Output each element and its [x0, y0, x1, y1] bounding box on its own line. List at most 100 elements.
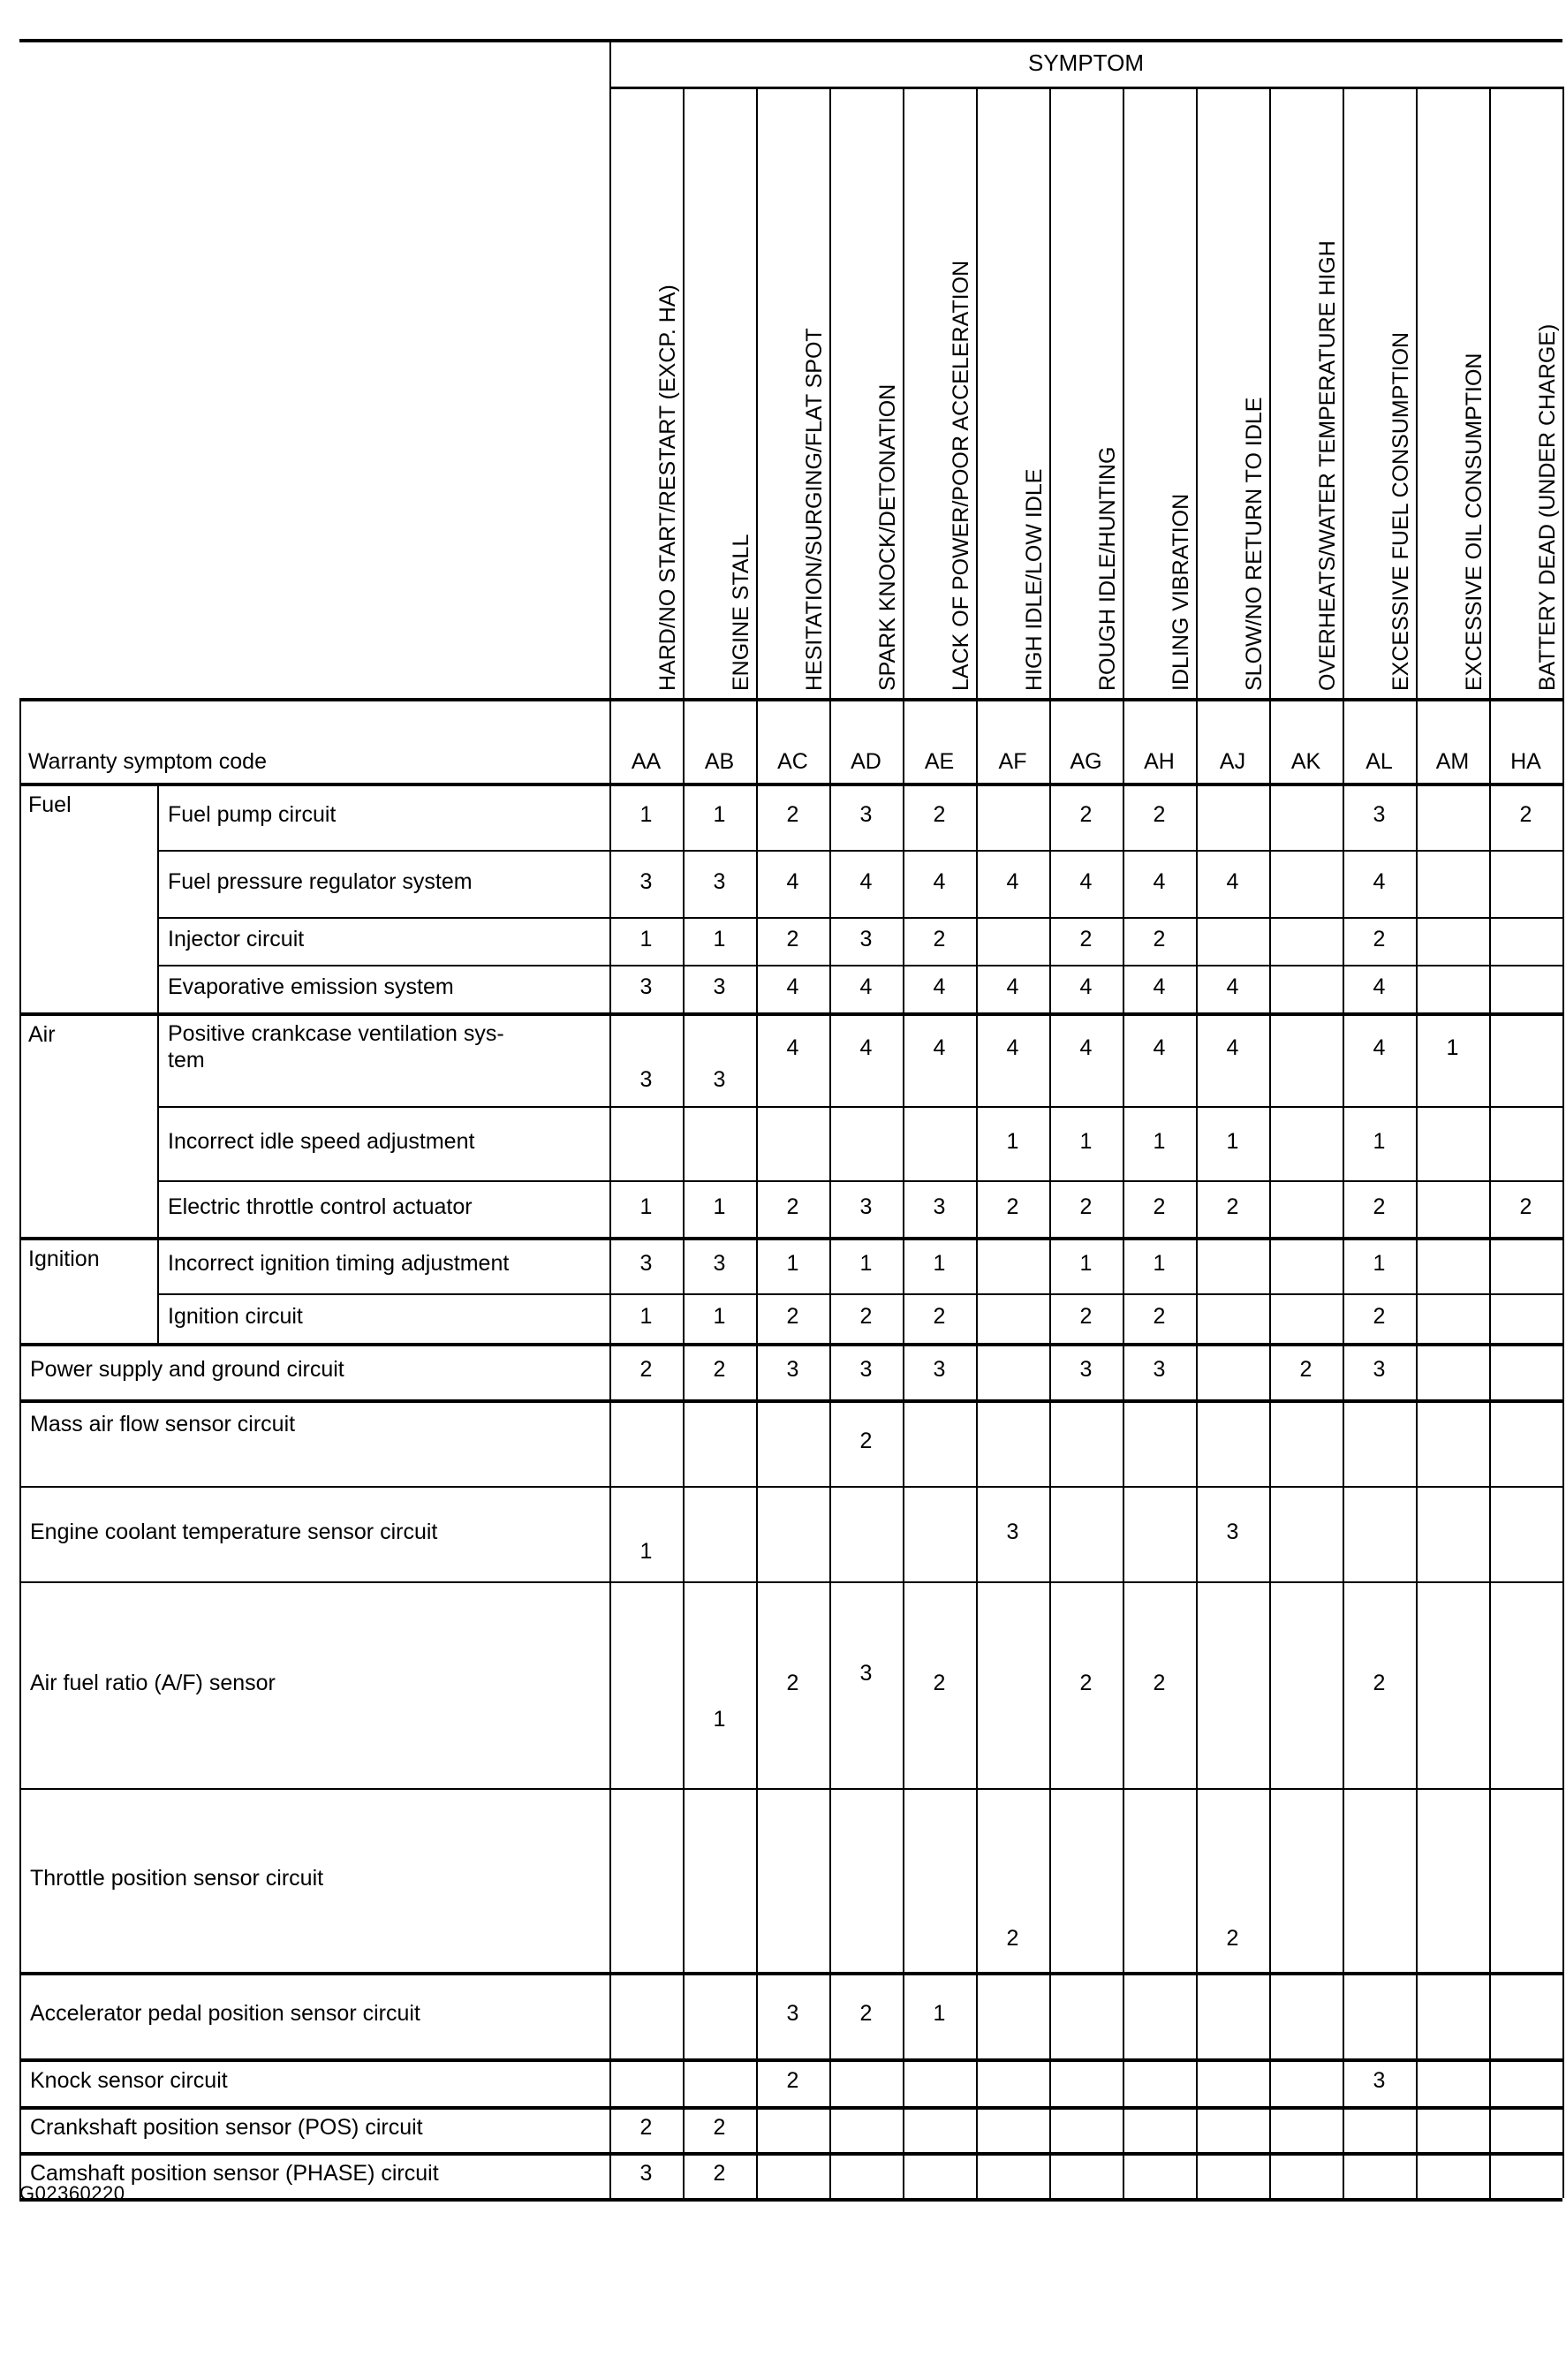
value-cell: 4 [1153, 974, 1166, 999]
value-cell: 1 [713, 927, 726, 951]
rule-group-divider [157, 783, 159, 1343]
column-header-ah: IDLING VIBRATION [1168, 493, 1193, 691]
warranty-code-aa: AA [631, 749, 662, 774]
column-header-am: EXCESSIVE OIL CONSUMPTION [1461, 352, 1487, 691]
column-header-ad: SPARK KNOCK/DETONATION [874, 383, 900, 691]
value-cell: 4 [933, 1035, 946, 1060]
rule-col-8 [1196, 87, 1198, 2198]
row-label: Fuel pump circuit [168, 802, 337, 827]
value-cell: 1 [1006, 1129, 1019, 1154]
warranty-code-am: AM [1435, 749, 1470, 774]
value-cell: 2 [859, 1304, 873, 1329]
value-cell: 2 [1079, 1194, 1093, 1219]
rule-row-0 [157, 850, 1562, 852]
value-cell: 3 [1006, 1520, 1019, 1544]
column-header-ag: ROUGH IDLE/HUNTING [1094, 446, 1120, 691]
value-cell: 1 [1226, 1129, 1239, 1154]
row-label: Evaporative emission system [168, 974, 454, 999]
value-cell: 4 [1226, 869, 1239, 894]
value-cell: 4 [786, 869, 799, 894]
value-cell: 3 [859, 927, 873, 951]
value-cell: 2 [639, 1357, 653, 1382]
value-cell: 1 [639, 1304, 653, 1329]
value-cell: 2 [1153, 927, 1166, 951]
value-cell: 2 [1153, 1671, 1166, 1695]
row-label: Engine coolant temperature sensor circui… [30, 1520, 438, 1544]
rule-col-5 [976, 87, 978, 2198]
rule-merge-tps-app [19, 1972, 1562, 1975]
warranty-code-ha: HA [1510, 749, 1541, 774]
value-cell: 2 [1153, 1304, 1166, 1329]
row-label: Ignition circuit [168, 1304, 303, 1329]
value-cell: 2 [933, 802, 946, 827]
row-label: Fuel pressure regulator system [168, 869, 473, 894]
value-cell: 3 [639, 1251, 653, 1276]
value-cell: 2 [713, 2161, 726, 2186]
value-cell: 2 [1519, 802, 1532, 827]
row-label: Camshaft position sensor (PHASE) circuit [30, 2161, 439, 2186]
value-cell: 1 [713, 1194, 726, 1219]
value-cell: 4 [1079, 1035, 1093, 1060]
row-label: Incorrect ignition timing adjustment [168, 1251, 510, 1276]
warranty-code-ab: AB [704, 749, 735, 774]
value-cell: 1 [713, 1304, 726, 1329]
value-cell: 2 [1079, 802, 1093, 827]
value-cell: 3 [859, 1661, 873, 1686]
row-label: Power supply and ground circuit [30, 1357, 344, 1382]
column-header-aj: SLOW/NO RETURN TO IDLE [1241, 397, 1267, 691]
value-cell: 4 [933, 974, 946, 999]
value-cell: 4 [1373, 869, 1386, 894]
value-cell: 2 [786, 1304, 799, 1329]
warranty-code-al: AL [1366, 749, 1393, 774]
rule-row-7 [157, 1293, 1562, 1295]
value-cell: 2 [1006, 1926, 1019, 1951]
value-cell: 4 [933, 869, 946, 894]
column-header-ak: OVERHEATS/WATER TEMPERATURE HIGH [1314, 240, 1340, 691]
warranty-code-ag: AG [1070, 749, 1102, 774]
value-cell: 2 [786, 802, 799, 827]
value-cell: 2 [1153, 1194, 1166, 1219]
value-cell: 4 [1153, 1035, 1166, 1060]
column-header-ae: LACK OF POWER/POOR ACCELERATION [948, 260, 973, 691]
value-cell: 4 [786, 974, 799, 999]
value-cell: 3 [1373, 802, 1386, 827]
rule-col-1 [683, 87, 685, 2198]
value-cell: 3 [933, 1357, 946, 1382]
rule-col-12 [1489, 87, 1491, 2198]
warranty-code-aj: AJ [1219, 749, 1246, 774]
warranty-code-ae: AE [924, 749, 955, 774]
warranty-code-ak: AK [1290, 749, 1321, 774]
rule-warranty-bottom [19, 783, 1562, 786]
value-cell: 3 [1373, 1357, 1386, 1382]
column-header-aa: HARD/NO START/RESTART (EXCP. HA) [654, 284, 680, 691]
group-label-air: Air [28, 1022, 56, 1047]
value-cell: 3 [786, 1357, 799, 1382]
row-label: Throttle position sensor circuit [30, 1866, 324, 1891]
rule-row-1 [157, 917, 1562, 919]
value-cell: 2 [933, 1671, 946, 1695]
value-cell: 3 [713, 1251, 726, 1276]
value-cell: 1 [713, 802, 726, 827]
column-header-ha: BATTERY DEAD (UNDER CHARGE) [1534, 323, 1560, 691]
value-cell: 1 [1153, 1251, 1166, 1276]
warranty-code-ac: AC [777, 749, 808, 774]
value-cell: 4 [1373, 1035, 1386, 1060]
rule-col-0 [609, 39, 611, 2198]
value-cell: 3 [713, 869, 726, 894]
value-cell: 1 [1153, 1129, 1166, 1154]
value-cell: 3 [713, 1067, 726, 1092]
value-cell: 2 [713, 2115, 726, 2140]
rule-left-outer [19, 698, 21, 2198]
value-cell: 1 [786, 1251, 799, 1276]
value-cell: 2 [1079, 1304, 1093, 1329]
value-cell: 2 [933, 1304, 946, 1329]
row-label: Air fuel ratio (A/F) sensor [30, 1671, 276, 1695]
row-label: Knock sensor circuit [30, 2068, 228, 2093]
rule-header-bottom [19, 698, 1562, 701]
value-cell: 2 [1373, 927, 1386, 951]
rule-row-8 [19, 1343, 1562, 1346]
value-cell: 3 [786, 2001, 799, 2026]
rule-row-3 [19, 1012, 1562, 1016]
value-cell: 1 [639, 1194, 653, 1219]
